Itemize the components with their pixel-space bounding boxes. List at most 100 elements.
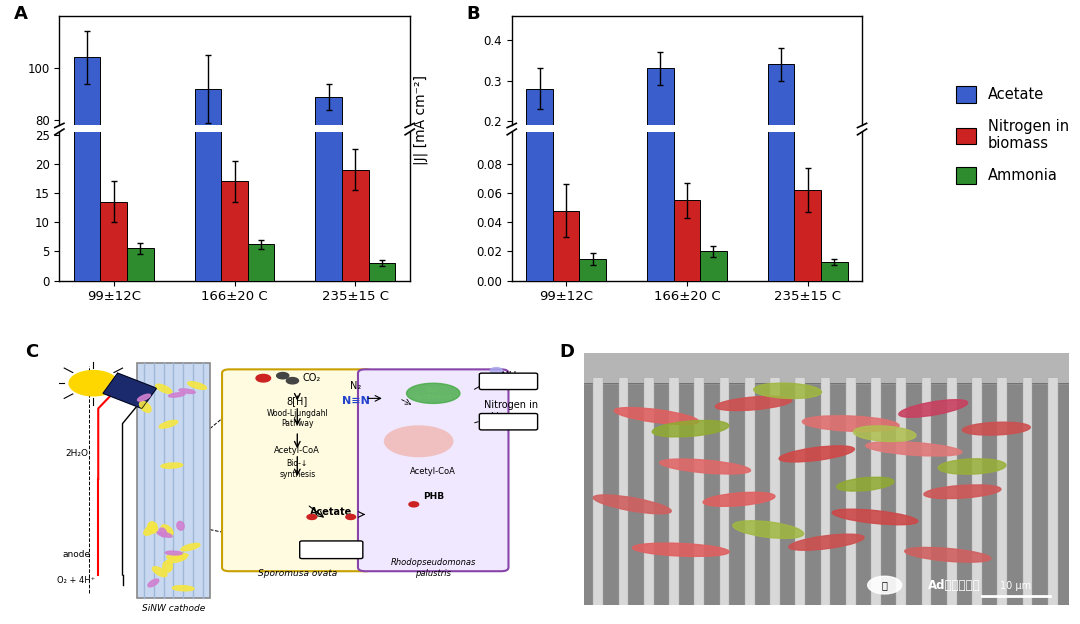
Ellipse shape: [276, 373, 288, 379]
Bar: [670, 378, 679, 605]
Ellipse shape: [168, 392, 185, 397]
Ellipse shape: [409, 502, 419, 507]
Bar: [315, 97, 342, 329]
Text: Rhodopseudomonas
palustris: Rhodopseudomonas palustris: [391, 558, 476, 578]
Text: Wood-Ljungdahl
Pathway: Wood-Ljungdahl Pathway: [267, 409, 328, 428]
Text: TCA
Cycle: TCA Cycle: [408, 432, 429, 451]
Ellipse shape: [144, 525, 157, 535]
Ellipse shape: [69, 371, 118, 396]
Text: N≡N: N≡N: [341, 396, 369, 406]
Text: 2H₂O: 2H₂O: [65, 449, 87, 459]
Bar: [100, 294, 127, 329]
Ellipse shape: [256, 374, 271, 382]
Ellipse shape: [159, 421, 178, 428]
Ellipse shape: [161, 525, 173, 535]
Ellipse shape: [137, 394, 150, 401]
Bar: [247, 245, 274, 281]
Text: Bio-↓
synthesis: Bio-↓ synthesis: [279, 459, 315, 479]
Text: SiNW cathode: SiNW cathode: [141, 604, 205, 613]
FancyBboxPatch shape: [300, 541, 363, 558]
Text: Sporomusa ovata: Sporomusa ovata: [258, 568, 337, 578]
Text: A: A: [14, 4, 28, 22]
Ellipse shape: [148, 579, 159, 587]
Text: Acetyl-CoA: Acetyl-CoA: [274, 446, 321, 456]
Bar: [700, 195, 727, 203]
Bar: [194, 0, 221, 281]
Bar: [553, 210, 579, 281]
Ellipse shape: [633, 543, 729, 557]
Bar: [745, 378, 755, 605]
Bar: [647, 0, 674, 281]
Bar: [896, 378, 906, 605]
Bar: [647, 69, 674, 203]
Bar: [619, 378, 629, 605]
FancyBboxPatch shape: [480, 373, 538, 389]
Ellipse shape: [703, 492, 775, 506]
Bar: [700, 251, 727, 281]
Ellipse shape: [660, 459, 751, 474]
Text: 📱: 📱: [881, 580, 888, 590]
Ellipse shape: [166, 553, 188, 559]
Text: N₂: N₂: [350, 381, 361, 391]
Text: 10 μm: 10 μm: [1000, 582, 1031, 592]
Bar: [583, 353, 1069, 383]
Bar: [1048, 378, 1057, 605]
FancyBboxPatch shape: [222, 369, 373, 571]
Ellipse shape: [837, 477, 894, 491]
Text: O₂ + 4H⁺: O₂ + 4H⁺: [57, 575, 95, 585]
Ellipse shape: [180, 544, 200, 551]
Bar: [694, 378, 704, 605]
FancyBboxPatch shape: [480, 414, 538, 430]
Bar: [553, 183, 579, 203]
Bar: [674, 180, 700, 203]
Y-axis label: |J| [mA cm⁻²]: |J| [mA cm⁻²]: [414, 75, 428, 165]
Bar: [73, 0, 100, 281]
Ellipse shape: [159, 528, 166, 537]
Ellipse shape: [177, 522, 185, 530]
Text: PHB: PHB: [422, 492, 444, 501]
Bar: [770, 378, 780, 605]
Bar: [315, 0, 342, 281]
Text: Bio-
synthesis: Bio- synthesis: [414, 387, 453, 400]
Text: CO₂: CO₂: [302, 373, 321, 383]
Text: Nitrogen in
biomass: Nitrogen in biomass: [484, 400, 538, 422]
Bar: [194, 89, 221, 329]
Bar: [247, 313, 274, 329]
Ellipse shape: [286, 378, 298, 384]
Ellipse shape: [346, 514, 355, 520]
Bar: [73, 57, 100, 329]
Ellipse shape: [593, 495, 672, 514]
Bar: [997, 378, 1007, 605]
FancyBboxPatch shape: [137, 363, 210, 598]
Bar: [342, 280, 368, 329]
Bar: [368, 263, 395, 281]
Ellipse shape: [161, 463, 183, 468]
Bar: [846, 378, 855, 605]
Bar: [674, 200, 700, 281]
Bar: [921, 378, 931, 605]
Ellipse shape: [384, 426, 453, 456]
Legend: Acetate, Nitrogen in
biomass, Ammonia: Acetate, Nitrogen in biomass, Ammonia: [956, 85, 1069, 184]
Ellipse shape: [754, 383, 822, 399]
Bar: [644, 378, 653, 605]
Ellipse shape: [163, 561, 173, 572]
Bar: [526, 89, 553, 203]
Bar: [821, 197, 848, 203]
Text: C: C: [26, 343, 39, 361]
Bar: [526, 0, 553, 281]
Bar: [821, 261, 848, 281]
Ellipse shape: [307, 514, 316, 520]
Ellipse shape: [179, 389, 195, 394]
Bar: [100, 202, 127, 281]
FancyBboxPatch shape: [357, 369, 509, 571]
Ellipse shape: [148, 522, 158, 533]
Bar: [127, 315, 153, 329]
Bar: [593, 378, 603, 605]
Ellipse shape: [733, 521, 804, 539]
Text: Ad植物微生物: Ad植物微生物: [929, 578, 981, 592]
Text: 0.51%: 0.51%: [494, 417, 524, 427]
Bar: [795, 378, 805, 605]
Ellipse shape: [139, 401, 151, 412]
Bar: [579, 259, 606, 281]
Ellipse shape: [923, 485, 1001, 499]
